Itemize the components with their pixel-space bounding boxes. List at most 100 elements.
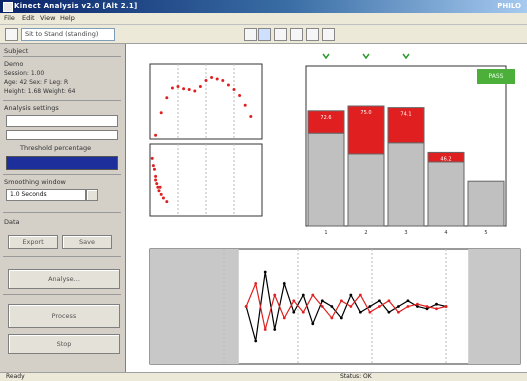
analysis-slider[interactable]: [6, 130, 118, 140]
series-point: [254, 339, 258, 343]
data-point: [176, 85, 180, 88]
scatter-point: [161, 196, 165, 200]
toolbar: Sit to Stand (standing): [0, 25, 527, 44]
bar-excess: [307, 110, 345, 134]
section-demo: Demo: [4, 60, 24, 68]
series-point: [425, 307, 429, 311]
series-point: [397, 305, 400, 308]
section-smoothing: Smoothing window: [4, 178, 66, 186]
exercise-select[interactable]: Sit to Stand (standing): [21, 28, 115, 41]
series-point: [435, 302, 438, 306]
series-point: [378, 299, 381, 303]
open-icon[interactable]: [5, 28, 18, 41]
threshold-bar[interactable]: [6, 156, 118, 170]
series-point: [397, 310, 400, 314]
window-input[interactable]: 1.0 Seconds: [6, 189, 86, 201]
status-left: Ready: [6, 373, 25, 380]
scatter-point: [154, 178, 158, 182]
series-point: [320, 299, 324, 303]
stop-button[interactable]: Stop: [8, 334, 120, 354]
data-point: [249, 115, 253, 118]
series-point: [282, 316, 286, 320]
series-point: [292, 310, 296, 314]
series-line-red: [245, 281, 447, 330]
scatter-point: [151, 164, 155, 168]
stepper[interactable]: [86, 189, 98, 201]
series-point: [263, 270, 267, 274]
menu-edit[interactable]: Edit: [22, 14, 35, 22]
subject-line-1: Session: 1.00: [4, 70, 45, 77]
menu-file[interactable]: File: [4, 14, 15, 22]
data-point: [170, 86, 174, 90]
graph-icon[interactable]: [258, 28, 271, 41]
section-subject: Subject: [4, 47, 29, 55]
data-point: [232, 88, 236, 91]
shaded-region: [150, 249, 239, 364]
status-badge: PASS: [477, 69, 515, 84]
bar-label: 46.2: [440, 156, 451, 162]
data-point: [226, 83, 230, 87]
scatter-point: [157, 189, 161, 193]
section-data: Data: [4, 218, 20, 226]
subject-line-2: Age: 42 Sex: F Leg: R: [4, 79, 69, 86]
save-button[interactable]: Save: [62, 235, 112, 249]
series-point: [349, 305, 353, 308]
bar-excess: [427, 151, 465, 163]
series-point: [311, 322, 315, 326]
data-point: [182, 87, 186, 91]
series-point: [435, 307, 438, 311]
bar-label: 75.0: [360, 110, 371, 116]
series-point: [301, 310, 305, 314]
series-point: [330, 305, 334, 308]
cursor-icon[interactable]: [244, 28, 257, 41]
menu-view[interactable]: View: [40, 14, 56, 22]
bar-excess: [387, 107, 425, 144]
data-point: [198, 85, 202, 88]
scatter-point: [150, 156, 154, 160]
series-point: [368, 305, 372, 308]
analysis-field[interactable]: [6, 115, 118, 127]
checkmark-icon: [402, 53, 410, 60]
data-point: [215, 77, 219, 81]
series-point: [406, 299, 410, 303]
process-button[interactable]: Process: [8, 304, 120, 328]
series-point: [292, 299, 296, 303]
series-point: [273, 328, 277, 331]
title-bar: Kinect Analysis v2.0 [Alt 2.1] PHILO: [0, 0, 527, 13]
series-point: [358, 293, 362, 297]
settings-icon[interactable]: [306, 28, 319, 41]
data-point: [243, 103, 247, 107]
chart-area: 72.6 1 75.0 2 74.1 3 46.2 4 5 PASS: [126, 44, 527, 372]
left-panel: Subject Demo Session: 1.00 Age: 42 Sex: …: [0, 44, 126, 372]
data-point: [193, 89, 197, 93]
x-tick-label: 5: [484, 230, 487, 236]
bar-base: [387, 142, 425, 227]
series-point: [387, 310, 391, 314]
export-button[interactable]: Export: [8, 235, 58, 249]
menu-help[interactable]: Help: [60, 14, 75, 22]
zoom-icon[interactable]: [290, 28, 303, 41]
bar-label: 74.1: [400, 112, 411, 118]
export-icon[interactable]: [274, 28, 287, 41]
section-analysis: Analysis settings: [4, 104, 59, 112]
checkmark-icon: [322, 53, 330, 60]
threshold-label: Threshold percentage: [20, 144, 92, 152]
data-point: [165, 96, 169, 100]
bar-excess: [347, 105, 385, 155]
bar-label: 72.6: [320, 115, 331, 121]
bar-base: [307, 132, 345, 227]
status-middle: Status: OK: [340, 373, 372, 380]
series-point: [320, 305, 324, 308]
series-point: [349, 293, 353, 297]
series-point: [244, 305, 248, 308]
scatter-point: [165, 200, 169, 204]
x-tick-label: 2: [364, 230, 367, 236]
scatter-point: [158, 185, 162, 189]
data-point: [210, 76, 214, 79]
series-point: [339, 299, 343, 303]
grid-icon[interactable]: [322, 28, 335, 41]
charts-svg: 72.6 1 75.0 2 74.1 3 46.2 4 5: [149, 53, 521, 365]
data-point: [154, 133, 158, 137]
series-point: [330, 316, 334, 320]
analyse-button[interactable]: Analyse...: [8, 269, 120, 289]
